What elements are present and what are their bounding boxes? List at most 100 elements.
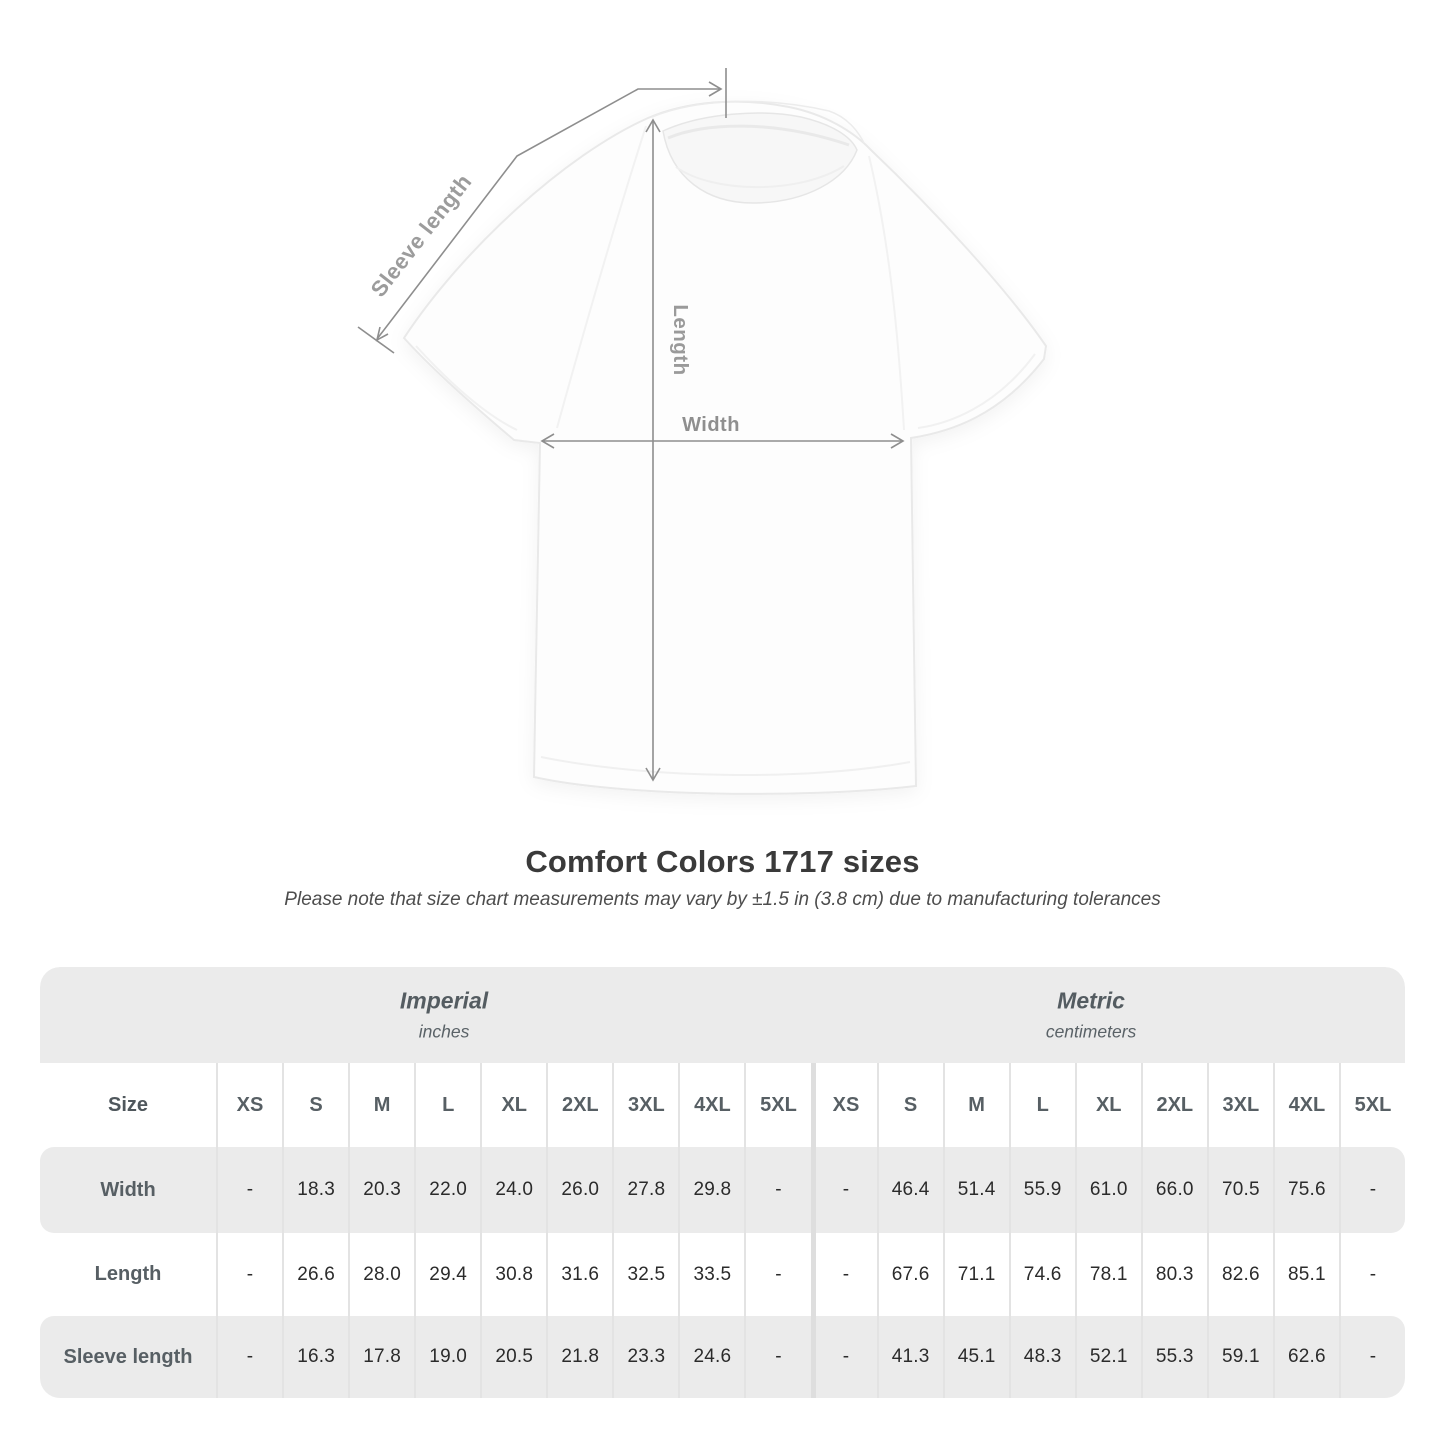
size-value-cell: - <box>744 1316 811 1398</box>
size-value-cell: - <box>744 1233 810 1316</box>
size-col-header: 3XL <box>612 1063 678 1147</box>
size-value-cell: - <box>810 1233 877 1316</box>
width-label: Width <box>682 414 740 436</box>
left-seam-crease <box>556 125 647 429</box>
size-value-cell: 70.5 <box>1206 1147 1273 1233</box>
measurement-lines <box>357 68 905 782</box>
size-value-cell: 59.1 <box>1206 1316 1273 1398</box>
size-value-cell: - <box>810 1147 877 1233</box>
size-value-cell: - <box>810 1316 877 1398</box>
size-col-header: XL <box>480 1063 546 1147</box>
size-value-cell: 21.8 <box>546 1316 613 1398</box>
size-value-cell: 23.3 <box>612 1316 679 1398</box>
size-value-cell: 78.1 <box>1074 1233 1141 1316</box>
size-col-header: L <box>414 1063 480 1147</box>
size-value-cell: 18.3 <box>282 1147 349 1233</box>
size-value-cell: 41.3 <box>876 1316 943 1398</box>
imperial-section-title: Imperial <box>399 987 489 1014</box>
metric-section-title: Metric <box>1057 987 1125 1014</box>
imperial-section-header: Imperial inches <box>400 988 488 1043</box>
size-value-cell: 22.0 <box>414 1147 481 1233</box>
size-value-cell: 55.9 <box>1008 1147 1075 1233</box>
length-up-arrowhead <box>645 118 661 133</box>
size-value-cell: 80.3 <box>1140 1233 1207 1316</box>
size-value-cell: 20.3 <box>348 1147 415 1233</box>
collar-inner-shadow <box>667 124 850 147</box>
tshirt-diagram: Sleeve length Length Width <box>357 68 1048 795</box>
size-col-header: 2XL <box>1140 1063 1207 1147</box>
size-value-cell: 62.6 <box>1272 1316 1339 1398</box>
size-col-header: 5XL <box>744 1063 810 1147</box>
size-col-header: 4XL <box>1272 1063 1339 1147</box>
size-value-cell: 26.0 <box>546 1147 613 1233</box>
size-col-header: L <box>1008 1063 1075 1147</box>
size-col-header: M <box>348 1063 414 1147</box>
size-col-header: M <box>942 1063 1009 1147</box>
sleeve-right-arrowhead <box>708 81 723 97</box>
units-header-band: Imperial inches Metric centimeters <box>40 967 1405 1063</box>
size-col-header: S <box>282 1063 348 1147</box>
sleeve-end-tick <box>357 326 395 354</box>
right-seam-crease <box>868 155 905 431</box>
size-value-cell: - <box>216 1147 283 1233</box>
size-value-cell: 61.0 <box>1074 1147 1141 1233</box>
page-subtitle: Please note that size chart measurements… <box>284 889 1161 910</box>
size-value-cell: 29.4 <box>414 1233 480 1316</box>
size-corner-label: Size <box>107 1093 149 1116</box>
size-value-cell: 27.8 <box>612 1147 679 1233</box>
size-value-cell: 85.1 <box>1272 1233 1339 1316</box>
size-value-cell: - <box>1338 1316 1405 1398</box>
sleeve-arrowhead <box>375 326 389 342</box>
size-col-header: 3XL <box>1206 1063 1273 1147</box>
size-value-cell: 19.0 <box>414 1316 481 1398</box>
collar-front-stitch <box>675 165 845 189</box>
size-value-cell: 82.6 <box>1206 1233 1273 1316</box>
size-value-cell: 20.5 <box>480 1316 547 1398</box>
size-value-cell: 45.1 <box>942 1316 1009 1398</box>
size-value-cell: 67.6 <box>876 1233 943 1316</box>
size-col-header: XS <box>810 1063 877 1147</box>
tshirt-body <box>402 100 1048 795</box>
size-col-header: 5XL <box>1338 1063 1405 1147</box>
metric-section-header: Metric centimeters <box>1046 988 1136 1043</box>
collar-band-line <box>651 100 865 144</box>
size-value-cell: - <box>744 1147 811 1233</box>
size-value-cell: 29.8 <box>678 1147 745 1233</box>
length-label: Length <box>669 304 692 375</box>
size-value-cell: 71.1 <box>942 1233 1009 1316</box>
imperial-section-unit: inches <box>418 1021 470 1042</box>
size-table: Imperial inches Metric centimeters Size X… <box>40 967 1405 1398</box>
size-value-cell: 48.3 <box>1008 1316 1075 1398</box>
size-value-cell: 55.3 <box>1140 1316 1207 1398</box>
size-value-cell: 16.3 <box>282 1316 349 1398</box>
size-value-cell: 33.5 <box>678 1233 744 1316</box>
size-value-cell: - <box>1338 1233 1405 1316</box>
size-col-header: XS <box>216 1063 282 1147</box>
size-col-header: XL <box>1074 1063 1141 1147</box>
size-value-cell: - <box>1338 1147 1405 1233</box>
size-col-header: 2XL <box>546 1063 612 1147</box>
left-cuff-stitch <box>415 345 518 431</box>
row-label: Length <box>94 1263 162 1285</box>
hem-stitch <box>540 756 911 776</box>
size-value-cell: 24.6 <box>678 1316 745 1398</box>
size-value-cell: 28.0 <box>348 1233 414 1316</box>
size-value-cell: - <box>216 1316 283 1398</box>
page-title: Comfort Colors 1717 sizes <box>525 844 920 879</box>
size-value-cell: - <box>216 1233 282 1316</box>
metric-section-unit: centimeters <box>1045 1021 1137 1042</box>
size-value-cell: 30.8 <box>480 1233 546 1316</box>
size-value-cell: 31.6 <box>546 1233 612 1316</box>
row-label: Width <box>40 1147 216 1233</box>
size-value-cell: 24.0 <box>480 1147 547 1233</box>
right-cuff-stitch <box>917 353 1036 429</box>
size-col-header: S <box>876 1063 943 1147</box>
size-value-cell: 17.8 <box>348 1316 415 1398</box>
sleeve-measure-line <box>376 88 720 340</box>
row-label: Sleeve length <box>40 1316 216 1398</box>
size-value-cell: 74.6 <box>1008 1233 1075 1316</box>
size-value-cell: 52.1 <box>1074 1316 1141 1398</box>
size-value-cell: 32.5 <box>612 1233 678 1316</box>
width-left-arrowhead <box>540 433 555 449</box>
